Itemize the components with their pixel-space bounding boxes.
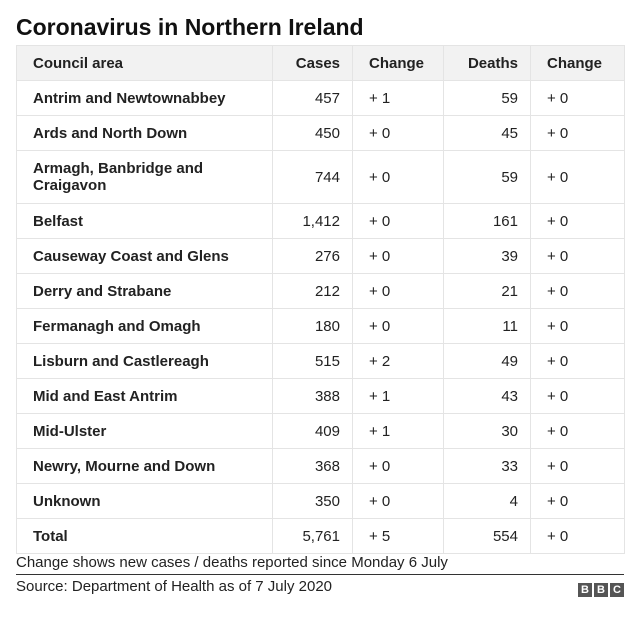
table-cell: Unknown: [16, 483, 273, 519]
table-cell: + 0: [530, 150, 625, 204]
table-cell: 4: [443, 483, 531, 519]
table-cell: 554: [443, 518, 531, 554]
column-header: Deaths: [443, 45, 531, 81]
table-cell: + 0: [352, 483, 444, 519]
table-cell: Causeway Coast and Glens: [16, 238, 273, 274]
table-cell: Antrim and Newtownabbey: [16, 80, 273, 116]
table-cell: 744: [272, 150, 353, 204]
data-table: Council area Cases Change Deaths Change Antr…: [16, 45, 625, 554]
source: Source: Department of Health as of 7 Jul…: [16, 578, 333, 595]
table-cell: 59: [443, 150, 531, 204]
table-cell: 43: [443, 378, 531, 414]
table-cell: 450: [272, 115, 353, 151]
table-cell: + 1: [352, 378, 444, 414]
table-row: Antrim and Newtownabbey 457 + 1 59 + 0: [16, 80, 625, 116]
table-cell: 45: [443, 115, 531, 151]
table-cell: + 0: [352, 273, 444, 309]
note: Change shows new cases / deaths reported…: [16, 554, 448, 571]
table-row: Ards and North Down 450 + 0 45 + 0: [16, 115, 625, 151]
table-cell: Armagh, Banbridge and Craigavon: [16, 150, 273, 204]
table-cell: + 0: [352, 308, 444, 344]
table-cell: 457: [272, 80, 353, 116]
table-row: Newry, Mourne and Down 368 + 0 33 + 0: [16, 448, 625, 484]
rule: [16, 574, 624, 575]
table-cell: Derry and Strabane: [16, 273, 273, 309]
table-cell: 180: [272, 308, 353, 344]
table-cell: 368: [272, 448, 353, 484]
table-cell: 30: [443, 413, 531, 449]
table-cell: 515: [272, 343, 353, 379]
table-cell: + 0: [530, 378, 625, 414]
table-row: Mid-Ulster 409 + 1 30 + 0: [16, 413, 625, 449]
table-cell: + 0: [530, 238, 625, 274]
table-cell: + 0: [352, 203, 444, 239]
table-cell: Total: [16, 518, 273, 554]
table-cell: + 0: [530, 308, 625, 344]
table-cell: + 5: [352, 518, 444, 554]
table-cell: + 1: [352, 413, 444, 449]
column-header: Change: [530, 45, 625, 81]
logo-block: C: [610, 583, 624, 597]
table-cell: 5,761: [272, 518, 353, 554]
table-cell: 59: [443, 80, 531, 116]
table-cell: + 0: [530, 518, 625, 554]
table-cell: 161: [443, 203, 531, 239]
table-cell: 11: [443, 308, 531, 344]
table-cell: Newry, Mourne and Down: [16, 448, 273, 484]
table-body: Antrim and Newtownabbey 457 + 1 59 + 0 Ards a…: [16, 80, 625, 554]
table-cell: Lisburn and Castlereagh: [16, 343, 273, 379]
table-row: Fermanagh and Omagh 180 + 0 11 + 0: [16, 308, 625, 344]
table-cell: Belfast: [16, 203, 273, 239]
table-cell: 1,412: [272, 203, 353, 239]
logo-block: B: [594, 583, 608, 597]
table-cell: 212: [272, 273, 353, 309]
table-cell: + 0: [530, 115, 625, 151]
table-row: Armagh, Banbridge and Craigavon 744 + 0 59 +…: [16, 150, 625, 204]
table-cell: 33: [443, 448, 531, 484]
table-cell: + 0: [352, 115, 444, 151]
table-cell: + 0: [352, 448, 444, 484]
table-cell: + 0: [530, 448, 625, 484]
table-cell: Mid and East Antrim: [16, 378, 273, 414]
table-row: Unknown 350 + 0 4 + 0: [16, 483, 625, 519]
table-cell: + 0: [530, 273, 625, 309]
table-row: Causeway Coast and Glens 276 + 0 39 + 0: [16, 238, 625, 274]
column-header: Change: [352, 45, 444, 81]
table-row: Belfast 1,412 + 0 161 + 0: [16, 203, 625, 239]
table-row: Mid and East Antrim 388 + 1 43 + 0: [16, 378, 625, 414]
table-cell: Fermanagh and Omagh: [16, 308, 273, 344]
column-header: Council area: [16, 45, 273, 81]
header-row: Council area Cases Change Deaths Change: [16, 45, 625, 81]
table-cell: 21: [443, 273, 531, 309]
table-cell: 39: [443, 238, 531, 274]
table-cell: Mid-Ulster: [16, 413, 273, 449]
table-cell: + 0: [352, 238, 444, 274]
table-cell: 409: [272, 413, 353, 449]
table-cell: + 0: [530, 483, 625, 519]
table-row: Lisburn and Castlereagh 515 + 2 49 + 0: [16, 343, 625, 379]
table-cell: + 1: [352, 80, 444, 116]
table-cell: + 0: [530, 343, 625, 379]
table-cell: + 0: [352, 150, 444, 204]
table-cell: + 0: [530, 413, 625, 449]
table-row: Total 5,761 + 5 554 + 0: [16, 518, 625, 554]
column-header: Cases: [272, 45, 353, 81]
title: Coronavirus in Northern Ireland: [16, 14, 364, 40]
table-cell: + 2: [352, 343, 444, 379]
table-cell: Ards and North Down: [16, 115, 273, 151]
table-cell: 49: [443, 343, 531, 379]
logo-block: B: [578, 583, 592, 597]
table-cell: 276: [272, 238, 353, 274]
table-cell: + 0: [530, 203, 625, 239]
table-cell: + 0: [530, 80, 625, 116]
table-cell: 388: [272, 378, 353, 414]
table-cell: 350: [272, 483, 353, 519]
table-row: Derry and Strabane 212 + 0 21 + 0: [16, 273, 625, 309]
